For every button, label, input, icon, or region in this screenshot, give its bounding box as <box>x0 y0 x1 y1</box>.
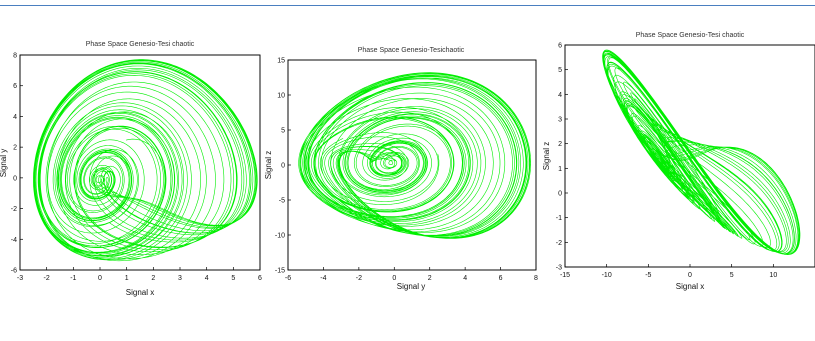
x-tick-label: 6 <box>499 275 503 282</box>
x-tick-label: -4 <box>320 275 326 282</box>
x-tick-label: 0 <box>688 272 692 279</box>
x-tick-label: 5 <box>730 272 734 279</box>
x-tick-label: 8 <box>534 275 538 282</box>
y-tick-label: -3 <box>556 265 562 272</box>
y-tick-label: 6 <box>558 43 562 50</box>
x-tick-label: 0 <box>98 275 102 282</box>
plot-frame <box>287 59 537 271</box>
y-axis-ticks: -15 -10 -5 0 5 10 15 <box>275 58 291 275</box>
y-tick-label: 6 <box>13 83 17 90</box>
plot-frame <box>564 44 815 268</box>
y-tick-label: -15 <box>275 268 285 275</box>
top-divider <box>0 5 815 6</box>
y-tick-label: 2 <box>13 145 17 152</box>
x-tick-label: -2 <box>356 275 362 282</box>
y-tick-label: 0 <box>281 163 285 170</box>
x-tick-label: 4 <box>463 275 467 282</box>
trajectory-line <box>298 72 531 239</box>
y-axis-label: Signal z <box>264 151 273 179</box>
x-tick-label: 0 <box>392 275 396 282</box>
x-tick-label: -2 <box>44 275 50 282</box>
y-tick-label: 1 <box>558 166 562 173</box>
y-tick-label: 5 <box>558 67 562 74</box>
y-tick-label: 0 <box>13 175 17 182</box>
y-tick-label: -2 <box>556 240 562 247</box>
y-tick-label: 5 <box>281 128 285 135</box>
x-tick-label: 5 <box>231 275 235 282</box>
x-axis-label: Signal y <box>397 282 425 291</box>
x-axis-label: Signal x <box>126 288 154 297</box>
y-tick-label: 8 <box>13 53 17 60</box>
y-axis-label: Signal z <box>542 142 551 170</box>
y-tick-label: -1 <box>556 215 562 222</box>
x-tick-label: -1 <box>70 275 76 282</box>
trajectory-line <box>602 49 801 255</box>
chart-x-z: Phase Space Genesio-Tesi chaotic -15 -10-… <box>542 32 815 291</box>
x-tick-label: -10 <box>602 272 612 279</box>
x-axis-label: Signal x <box>676 282 704 291</box>
chart-title: Phase Space Genesio-Tesi chaotic <box>636 32 745 39</box>
x-tick-label: 3 <box>178 275 182 282</box>
y-axis-ticks: -6 -4 -2 0 2 4 6 8 <box>11 53 23 275</box>
x-tick-label: 2 <box>151 275 155 282</box>
y-tick-label: -10 <box>275 233 285 240</box>
trajectory-series <box>602 49 801 255</box>
plot-frame <box>19 54 261 271</box>
x-tick-label: 6 <box>258 275 262 282</box>
x-tick-label: 4 <box>205 275 209 282</box>
chart-y-z: Phase Space Genesio-Tesichaotic -6 -4 -2 0 2… <box>264 47 538 291</box>
chart-title: Phase Space Genesio-Tesichaotic <box>358 47 465 54</box>
trajectory-line <box>33 59 258 262</box>
y-tick-label: -5 <box>279 198 285 205</box>
y-tick-label: 15 <box>277 58 285 65</box>
x-tick-label: -5 <box>645 272 651 279</box>
y-tick-label: 2 <box>558 141 562 148</box>
x-tick-label: -15 <box>560 272 570 279</box>
y-tick-label: -4 <box>11 237 17 244</box>
x-axis-ticks: -3 -2 -1 0 1 2 3 4 5 6 <box>17 267 262 282</box>
plot-frame <box>287 59 537 271</box>
x-tick-label: 1 <box>125 275 129 282</box>
y-tick-label: -6 <box>11 268 17 275</box>
y-tick-label: 0 <box>558 191 562 198</box>
y-tick-label: 10 <box>277 93 285 100</box>
x-tick-label: -6 <box>285 275 291 282</box>
y-axis-label: Signal y <box>0 149 8 177</box>
x-tick-label: 2 <box>428 275 432 282</box>
trajectory-series <box>33 59 258 262</box>
x-axis-ticks: -15 -10 -5 0 5 10 <box>560 264 777 279</box>
x-axis-ticks: -6 -4 -2 0 2 4 6 8 <box>285 267 538 282</box>
y-tick-label: 4 <box>558 92 562 99</box>
chart-x-y: Phase Space Genesio-Tesi chaotic -3 -2 -1 0… <box>0 41 262 297</box>
y-tick-label: 3 <box>558 117 562 124</box>
y-tick-label: 4 <box>13 114 17 121</box>
y-axis-ticks: -3 -2 -1 0 1 2 3 4 5 6 <box>556 43 568 272</box>
chart-title: Phase Space Genesio-Tesi chaotic <box>86 41 195 48</box>
y-tick-label: -2 <box>11 206 17 213</box>
x-tick-label: -3 <box>17 275 23 282</box>
trajectory-series <box>298 72 531 239</box>
x-tick-label: 10 <box>769 272 777 279</box>
